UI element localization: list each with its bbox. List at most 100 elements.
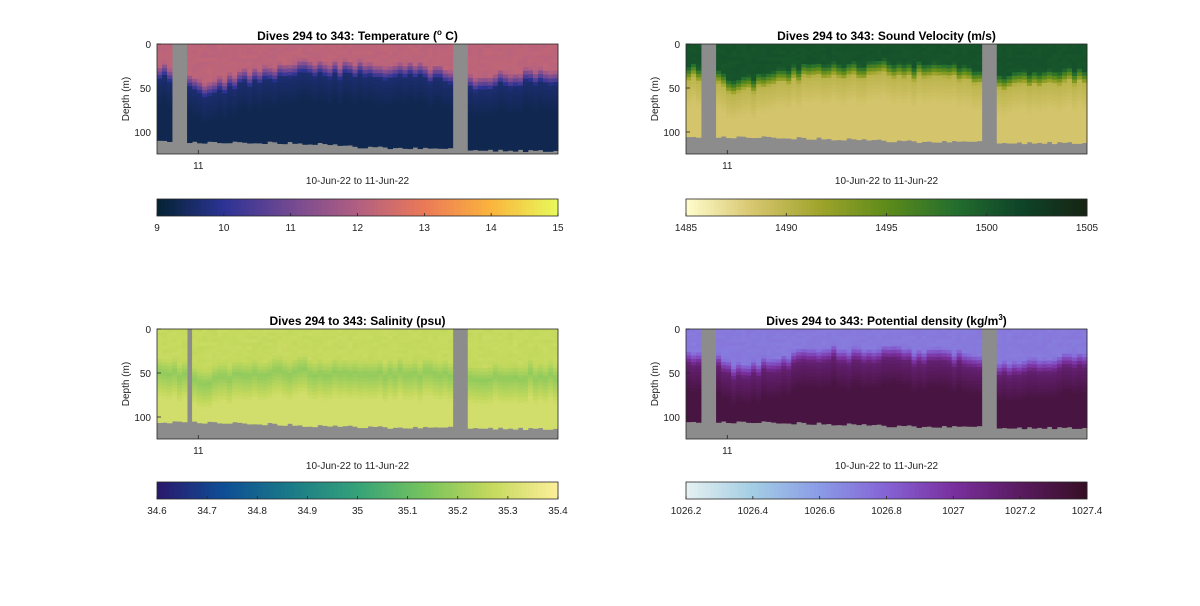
heatmap-cell — [741, 47, 746, 51]
heatmap-cell — [217, 403, 222, 407]
heatmap-cell — [207, 352, 212, 356]
heatmap-cell — [347, 51, 352, 55]
heatmap-cell — [1052, 126, 1057, 130]
heatmap-cell — [691, 74, 696, 78]
colorbar-segment — [317, 199, 322, 216]
heatmap-cell — [192, 58, 197, 62]
heatmap-cell — [1077, 136, 1082, 140]
heatmap-cell — [1002, 132, 1007, 136]
heatmap-cell — [1082, 44, 1087, 48]
heatmap-cell — [197, 83, 202, 87]
heatmap-cell — [538, 123, 543, 127]
heatmap-cell — [277, 55, 282, 59]
heatmap-cell — [947, 48, 952, 52]
heatmap-cell — [726, 134, 731, 138]
heatmap-cell — [902, 130, 907, 134]
heatmap-cell — [756, 67, 761, 71]
heatmap-cell — [741, 93, 746, 97]
heatmap-cell — [816, 104, 821, 108]
heatmap-cell — [513, 94, 518, 98]
heatmap-cell — [932, 83, 937, 87]
heatmap-cell — [212, 47, 217, 51]
heatmap-cell — [247, 414, 252, 418]
colorbar-segment — [975, 199, 980, 216]
heatmap-cell — [493, 86, 498, 90]
heatmap-cell — [553, 131, 558, 135]
heatmap-cell — [887, 58, 892, 62]
heatmap-cell — [846, 64, 851, 68]
heatmap-cell — [691, 104, 696, 108]
heatmap-cell — [498, 67, 503, 71]
heatmap-cell — [342, 127, 347, 131]
heatmap-cell — [791, 64, 796, 68]
heatmap-cell — [1067, 82, 1072, 86]
heatmap-cell — [212, 372, 217, 376]
heatmap-cell — [1077, 133, 1082, 137]
heatmap-cell — [242, 65, 247, 69]
heatmap-cell — [337, 113, 342, 117]
heatmap-cell — [907, 71, 912, 75]
heatmap-cell — [548, 44, 553, 48]
heatmap-cell — [222, 55, 227, 59]
heatmap-cell — [1002, 139, 1007, 143]
heatmap-cell — [187, 44, 192, 48]
heatmap-cell — [746, 84, 751, 88]
heatmap-cell — [217, 83, 222, 87]
heatmap-cell — [881, 120, 886, 124]
heatmap-cell — [317, 79, 322, 83]
heatmap-cell — [222, 373, 227, 377]
heatmap-cell — [488, 89, 493, 93]
heatmap-cell — [167, 51, 172, 55]
heatmap-cell — [761, 103, 766, 107]
heatmap-cell — [731, 114, 736, 118]
heatmap-cell — [1062, 76, 1067, 80]
heatmap-cell — [337, 131, 342, 135]
heatmap-cell — [771, 61, 776, 65]
heatmap-cell — [262, 377, 267, 381]
heatmap-cell — [776, 125, 781, 129]
heatmap-cell — [866, 58, 871, 62]
heatmap-cell — [691, 70, 696, 74]
heatmap-cell — [167, 406, 172, 410]
heatmap-cell — [937, 139, 942, 143]
heatmap-cell — [922, 138, 927, 142]
heatmap-cell — [1027, 54, 1032, 58]
heatmap-cell — [967, 61, 972, 65]
heatmap-cell — [1012, 136, 1017, 140]
heatmap-cell — [776, 81, 781, 85]
heatmap-cell — [856, 109, 861, 113]
heatmap-cell — [262, 65, 267, 69]
heatmap-cell — [741, 77, 746, 81]
heatmap-cell — [533, 78, 538, 82]
heatmap-cell — [217, 389, 222, 393]
heatmap-cell — [262, 411, 267, 415]
heatmap-cell — [378, 143, 383, 147]
heatmap-cell — [212, 329, 217, 333]
heatmap-cell — [972, 75, 977, 79]
heatmap-cell — [816, 97, 821, 101]
heatmap-cell — [383, 132, 388, 136]
heatmap-cell — [508, 120, 513, 124]
heatmap-cell — [538, 104, 543, 108]
heatmap-cell — [831, 54, 836, 58]
heatmap-cell — [297, 51, 302, 55]
colorbar-segment — [309, 199, 314, 216]
heatmap-cell — [408, 100, 413, 104]
heatmap-cell — [917, 128, 922, 132]
heatmap-cell — [242, 386, 247, 390]
heatmap-cell — [408, 141, 413, 145]
heatmap-cell — [503, 59, 508, 63]
heatmap-cell — [292, 44, 297, 48]
heatmap-cell — [237, 58, 242, 62]
heatmap-cell — [342, 44, 347, 48]
heatmap-cell — [172, 398, 177, 402]
heatmap-cell — [157, 72, 162, 76]
heatmap-cell — [297, 136, 302, 140]
heatmap-cell — [227, 118, 232, 122]
heatmap-cell — [761, 64, 766, 68]
heatmap-cell — [443, 55, 448, 59]
heatmap-cell — [691, 51, 696, 55]
heatmap-cell — [1057, 79, 1062, 83]
heatmap-cell — [716, 91, 721, 95]
heatmap-cell — [157, 89, 162, 93]
